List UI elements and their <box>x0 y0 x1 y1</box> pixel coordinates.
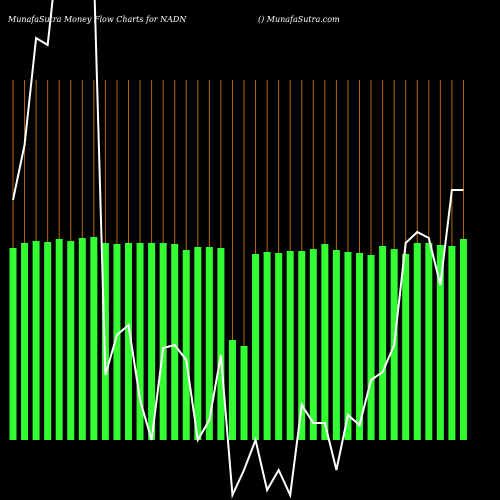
bar <box>321 244 329 440</box>
bar <box>159 243 167 440</box>
bar <box>367 255 375 440</box>
bar <box>379 246 387 440</box>
bar <box>90 237 98 440</box>
bar <box>263 252 271 440</box>
bar <box>148 243 156 440</box>
bar <box>286 251 294 440</box>
bar <box>194 247 202 440</box>
bar <box>67 241 75 440</box>
bar <box>205 247 213 440</box>
bar <box>309 249 317 440</box>
bar <box>436 245 444 440</box>
bar <box>182 250 190 440</box>
bar <box>413 243 421 440</box>
bar <box>32 241 40 440</box>
bar <box>113 244 121 440</box>
bar <box>448 246 456 440</box>
bar <box>55 239 63 440</box>
bar <box>171 244 179 440</box>
bar <box>275 253 283 440</box>
bar <box>9 248 17 440</box>
chart-subtitle: () MunafaSutra.com <box>258 15 340 24</box>
chart-title: MunafaSutra Money Flow Charts for NADN <box>7 15 187 24</box>
bar <box>125 243 132 440</box>
bar <box>228 340 236 440</box>
bar <box>402 254 410 440</box>
bar <box>298 251 306 440</box>
bar <box>217 248 225 440</box>
bar <box>332 250 340 440</box>
bar <box>21 243 29 440</box>
money-flow-line <box>12 0 464 499</box>
bar <box>459 239 467 440</box>
bar <box>240 346 248 440</box>
bar <box>136 243 144 440</box>
bar <box>44 242 52 440</box>
bar <box>252 254 260 440</box>
bar <box>78 238 86 440</box>
bar <box>344 252 352 440</box>
bar <box>425 243 433 440</box>
bar <box>356 253 363 440</box>
